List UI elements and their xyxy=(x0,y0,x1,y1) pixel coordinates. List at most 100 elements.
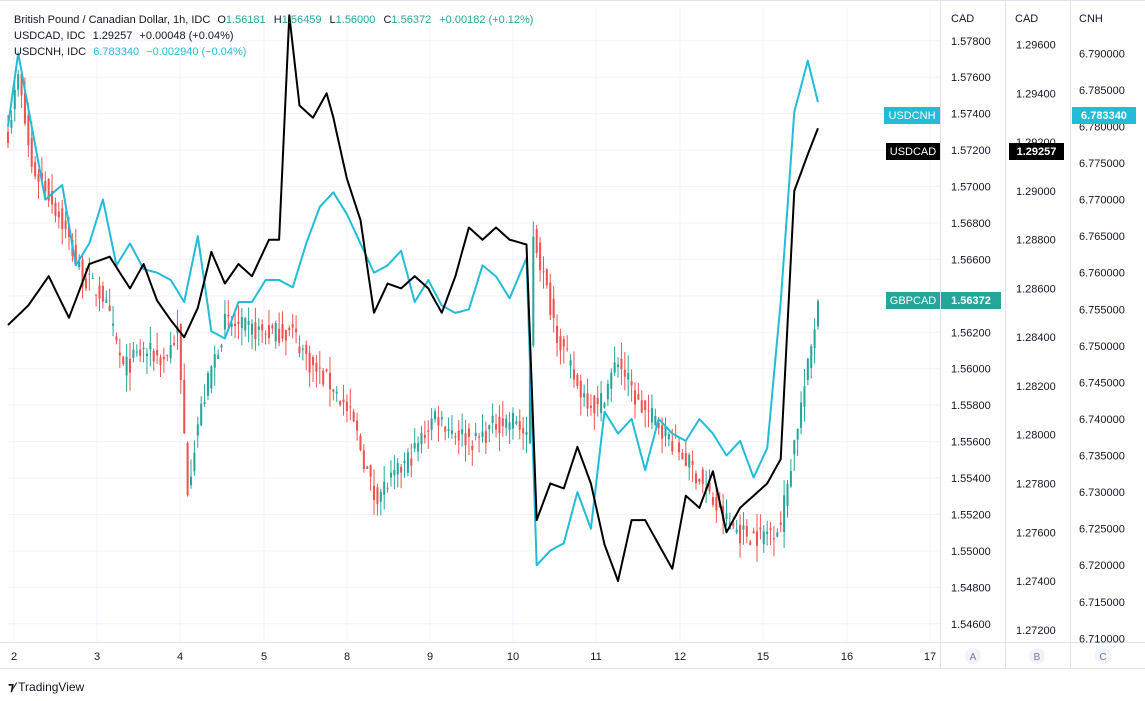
candle-body xyxy=(152,350,155,362)
candle-body xyxy=(34,162,37,177)
axis-a-tick-label: 1.57800 xyxy=(951,36,991,48)
x-tick-label: 12 xyxy=(674,651,686,663)
candle-body xyxy=(637,394,640,400)
candle-body xyxy=(376,487,379,504)
candle-body xyxy=(352,411,355,422)
axis-a-tick-label: 1.57400 xyxy=(951,109,991,121)
candle-body xyxy=(484,431,487,443)
candle-body xyxy=(457,430,460,441)
candle-body xyxy=(57,211,60,218)
candle-body xyxy=(515,421,518,424)
candle-body xyxy=(281,324,284,339)
candle-body xyxy=(437,417,440,426)
candle-body xyxy=(786,483,789,506)
candle-body xyxy=(27,115,30,146)
axis-c-tick-label: 6.725000 xyxy=(1079,524,1125,536)
candle-body xyxy=(295,328,298,333)
axis-a-tick-label: 1.56200 xyxy=(951,327,991,339)
candle-body xyxy=(569,360,572,366)
axis-c-tick-label: 6.710000 xyxy=(1079,633,1125,645)
candle-body xyxy=(389,472,392,478)
axis-b-tick-label: 1.29400 xyxy=(1016,88,1056,100)
candle-body xyxy=(742,525,745,530)
candle-body xyxy=(369,465,372,477)
axis-c-tick-label: 6.740000 xyxy=(1079,414,1125,426)
candle-body xyxy=(213,354,216,368)
candle-body xyxy=(308,353,311,373)
candle-body xyxy=(586,393,589,409)
candle-body xyxy=(464,433,467,446)
candle-body xyxy=(769,527,772,530)
candle-body xyxy=(206,373,209,396)
candle-body xyxy=(359,435,362,451)
axis-b-tick-label: 1.27400 xyxy=(1016,576,1056,588)
candle-body xyxy=(552,298,555,319)
candle-body xyxy=(267,325,270,339)
candle-body xyxy=(423,434,426,439)
candle-body xyxy=(234,323,237,327)
candle-body xyxy=(200,403,203,426)
candle-body xyxy=(328,372,331,390)
axis-letter: B xyxy=(1034,652,1041,663)
candle-body xyxy=(223,313,226,330)
candle-body xyxy=(454,436,457,438)
candle-body xyxy=(430,418,433,430)
candle-body xyxy=(678,442,681,453)
axis-c-tick-label: 6.760000 xyxy=(1079,268,1125,280)
axis-c-tick-label: 6.750000 xyxy=(1079,341,1125,353)
candle-body xyxy=(783,495,786,533)
usdcnh-legend-value: 6.783340 xyxy=(93,46,140,58)
gbpcad-badge-label-bg xyxy=(886,292,940,309)
candle-body xyxy=(545,269,548,286)
candle-body xyxy=(474,432,477,437)
candle-body xyxy=(301,348,304,350)
high-value: 1.56459 xyxy=(281,14,322,26)
close-value: 1.56372 xyxy=(391,14,432,26)
candle-body xyxy=(505,418,508,428)
candle-body xyxy=(112,323,115,326)
candle-body xyxy=(342,399,345,403)
candle-body xyxy=(118,352,121,356)
axis-letter: A xyxy=(970,652,977,663)
candle-body xyxy=(450,430,453,434)
candle-body xyxy=(793,440,796,455)
candle-body xyxy=(518,420,521,430)
tradingview-logo[interactable]: ⁊⁄ TradingView xyxy=(8,680,84,694)
candle-body xyxy=(633,390,637,405)
candle-body xyxy=(37,174,40,182)
candle-body xyxy=(156,350,159,356)
candle-body xyxy=(30,138,33,167)
candle-body xyxy=(362,450,365,470)
candle-body xyxy=(745,525,748,537)
usdcad-badge-value: 1.29257 xyxy=(1017,146,1057,158)
candle-body xyxy=(318,367,321,369)
candle-body xyxy=(81,259,84,287)
candle-body xyxy=(694,473,698,484)
candle-body xyxy=(559,336,562,351)
candle-body xyxy=(115,336,118,341)
axis-b-tick-label: 1.27800 xyxy=(1016,479,1056,491)
candle-body xyxy=(701,469,704,484)
chart-legend: British Pound / Canadian Dollar, 1h, IDC… xyxy=(14,12,538,60)
candle-body xyxy=(10,119,13,128)
candle-body xyxy=(572,369,575,380)
candle-body xyxy=(498,416,501,434)
candle-body xyxy=(491,415,494,424)
tradingview-logo-icon: ⁊⁄ xyxy=(8,680,15,694)
candle-body xyxy=(779,522,782,525)
candle-body xyxy=(64,220,67,230)
usdcnh-line xyxy=(7,52,819,567)
candle-body xyxy=(237,321,240,324)
candle-body xyxy=(603,403,606,408)
candle-body xyxy=(600,393,603,413)
candle-body xyxy=(345,401,348,411)
candle-body xyxy=(640,400,643,413)
candle-body xyxy=(813,329,816,349)
candle-body xyxy=(145,353,148,356)
candle-body xyxy=(583,393,586,398)
candle-body xyxy=(610,372,613,389)
axis-letter: C xyxy=(1099,652,1106,663)
candle-body xyxy=(511,412,514,429)
